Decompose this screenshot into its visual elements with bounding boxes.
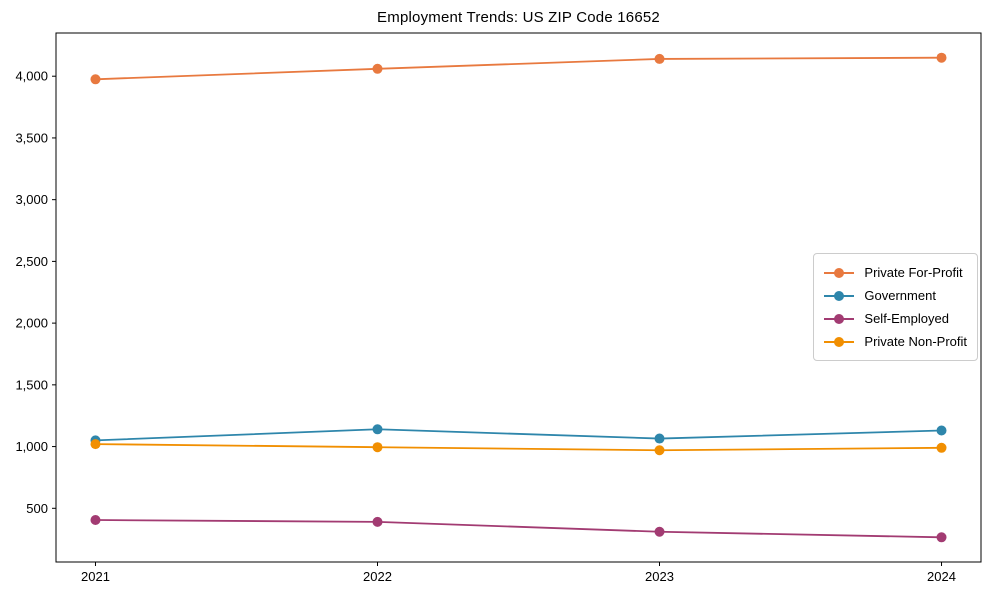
data-point-private-for-profit	[936, 52, 947, 63]
x-tick-label: 2021	[81, 569, 110, 584]
y-tick-label: 3,000	[15, 192, 48, 207]
series-line-self-employed	[95, 519, 942, 539]
data-point-private-non-profit	[90, 439, 101, 450]
series-line-government	[95, 428, 942, 442]
data-point-private-for-profit	[372, 63, 383, 74]
series-line-private-for-profit	[95, 56, 942, 81]
data-point-self-employed	[936, 532, 947, 543]
legend-label: Private Non-Profit	[864, 334, 967, 349]
y-tick-label: 1,500	[15, 377, 48, 392]
y-tick-label: 2,000	[15, 316, 48, 331]
data-point-self-employed	[372, 516, 383, 527]
data-point-government	[654, 433, 665, 444]
legend-label: Self-Employed	[864, 311, 949, 326]
legend-item: Self-Employed	[823, 307, 967, 330]
data-point-government	[936, 425, 947, 436]
y-tick-label: 1,000	[15, 439, 48, 454]
legend-item: Private For-Profit	[823, 261, 967, 284]
legend-item: Private Non-Profit	[823, 330, 967, 353]
data-point-government	[372, 424, 383, 435]
legend-line-marker-icon	[824, 290, 855, 301]
data-point-self-employed	[654, 526, 665, 537]
chart-legend: Private For-Profit Government Self-Employe…	[813, 253, 978, 361]
series-line-private-non-profit	[95, 443, 942, 452]
legend-label: Private For-Profit	[864, 265, 963, 280]
y-tick-label: 3,500	[15, 130, 48, 145]
data-point-private-for-profit	[90, 74, 101, 85]
chart-title: Employment Trends: US ZIP Code 16652	[377, 9, 660, 26]
legend-line-marker-icon	[824, 267, 855, 278]
legend-line-marker-icon	[824, 336, 855, 347]
legend-item: Government	[823, 284, 967, 307]
axes-box	[55, 32, 982, 563]
legend-line-marker-icon	[824, 313, 855, 324]
y-tick-label: 4,000	[15, 69, 48, 84]
legend-label: Government	[864, 288, 936, 303]
data-point-private-for-profit	[654, 53, 665, 64]
data-point-private-non-profit	[654, 445, 665, 456]
x-tick-label: 2024	[927, 569, 956, 584]
data-point-self-employed	[90, 515, 101, 526]
data-point-private-non-profit	[936, 442, 947, 453]
x-tick-label: 2023	[645, 569, 674, 584]
x-tick-label: 2022	[363, 569, 392, 584]
data-point-private-non-profit	[372, 442, 383, 453]
y-tick-label: 2,500	[15, 254, 48, 269]
y-tick-label: 500	[26, 501, 48, 516]
